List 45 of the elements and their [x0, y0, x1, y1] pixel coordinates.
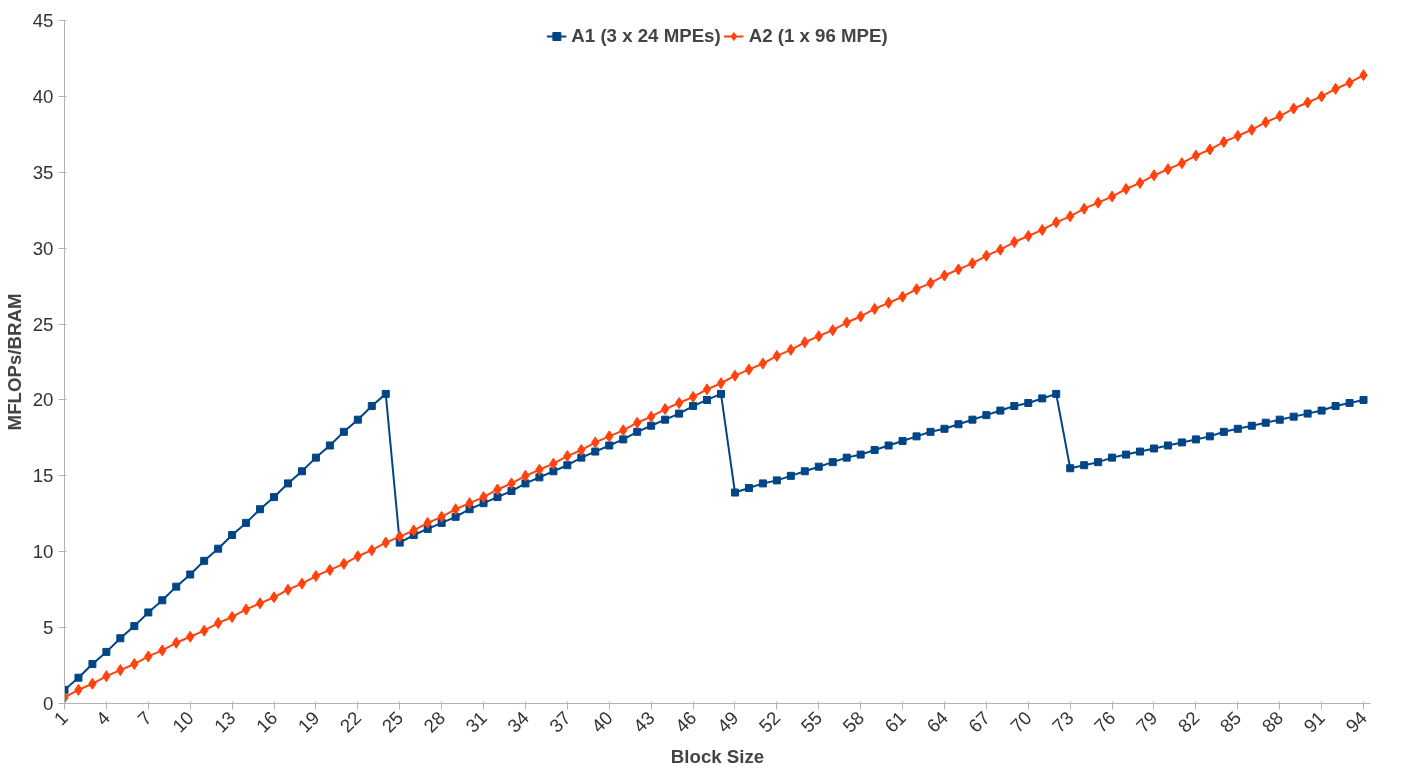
- x-tick-label: 85: [1215, 707, 1246, 737]
- x-tick-label: 7: [133, 707, 156, 730]
- x-tick-label: 37: [545, 707, 575, 737]
- x-tick-label: 70: [1006, 707, 1036, 737]
- x-tick-label: 58: [838, 707, 869, 737]
- x-axis-title: Block Size: [670, 746, 765, 768]
- y-tick-label: 0: [43, 693, 54, 714]
- x-tick-label: 13: [210, 707, 240, 737]
- y-tick-label: 45: [32, 10, 54, 31]
- x-tick-label: 73: [1048, 707, 1078, 737]
- x-tick-label: 91: [1299, 707, 1330, 737]
- y-tick-label: 30: [32, 237, 54, 259]
- x-tick-label: 16: [251, 707, 282, 737]
- x-tick-label: 49: [712, 707, 743, 737]
- y-tick-label: 35: [32, 161, 54, 183]
- x-tick-label: 82: [1173, 707, 1204, 737]
- x-tick-label: 94: [1341, 707, 1371, 737]
- y-tick-label: 10: [32, 541, 54, 563]
- x-tick-label: 31: [461, 707, 491, 737]
- y-tick-label: 5: [43, 617, 54, 639]
- y-tick-label: 40: [32, 85, 54, 107]
- x-tick-label: 61: [880, 707, 911, 737]
- x-tick-label: 22: [335, 707, 366, 737]
- y-tick-label: 25: [32, 313, 54, 335]
- x-tick-label: 52: [754, 707, 785, 737]
- y-axis-title: MFLOPs/BRAM: [3, 293, 25, 431]
- x-tick-label: 46: [670, 707, 701, 737]
- x-tick-label: 28: [419, 707, 450, 737]
- x-tick-label: 67: [964, 707, 994, 737]
- x-tick-label: 55: [796, 707, 827, 737]
- legend-label: A2 (1 x 96 MPE): [748, 25, 888, 47]
- y-tick-label: 20: [32, 389, 54, 411]
- x-tick-label: 64: [922, 707, 952, 737]
- x-tick-label: 88: [1257, 707, 1288, 737]
- y-tick-label: 15: [32, 465, 54, 487]
- x-tick-label: 25: [377, 707, 408, 737]
- legend-label: A1 (3 x 24 MPEs): [571, 25, 721, 47]
- x-tick-label: 79: [1131, 707, 1162, 737]
- x-tick-label: 10: [168, 707, 198, 737]
- x-tick-label: 40: [587, 707, 617, 737]
- x-tick-label: 43: [629, 707, 659, 737]
- x-tick-label: 19: [293, 707, 324, 737]
- x-tick-label: 4: [91, 707, 114, 730]
- x-tick-label: 34: [503, 707, 533, 737]
- x-tick-label: 76: [1090, 707, 1120, 737]
